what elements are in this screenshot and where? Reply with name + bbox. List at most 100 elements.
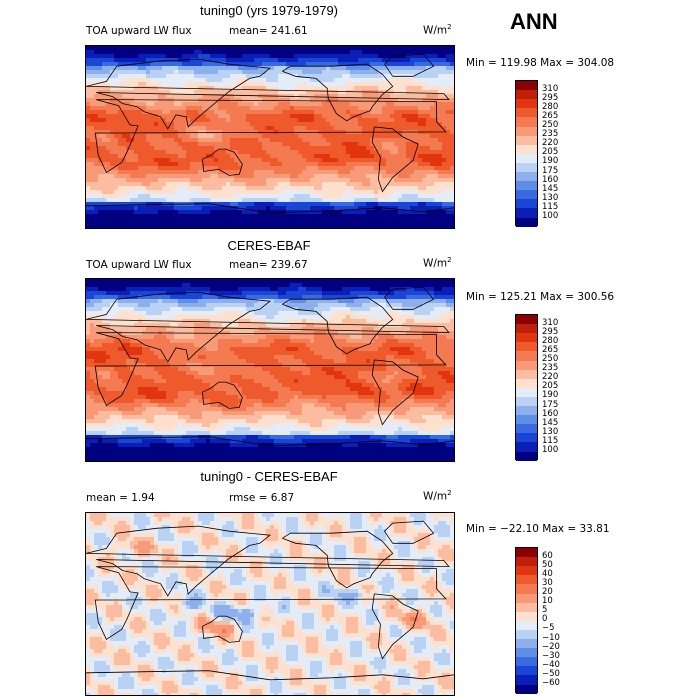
colorbar-tick-label: 250	[542, 354, 559, 364]
colorbar-swatch	[516, 557, 537, 567]
panel-3-minmax: Min = −22.10 Max = 33.81	[466, 523, 610, 535]
colorbar-swatch	[516, 548, 537, 558]
colorbar-swatch	[516, 342, 537, 352]
colorbar-tick-label: 175	[542, 399, 559, 410]
colorbar-swatch	[516, 611, 537, 622]
colorbar-tick-label: 280	[542, 101, 559, 112]
colorbar-swatch	[516, 351, 537, 361]
coastline	[202, 615, 243, 643]
colorbar-swatch	[516, 648, 537, 658]
colorbar-tick-label: 5	[542, 605, 548, 616]
colorbar-swatch	[516, 360, 537, 371]
colorbar-tick-label: 145	[542, 183, 559, 194]
map-field-svg	[86, 513, 454, 695]
colorbar-tick-label: −50	[542, 668, 560, 679]
coastline	[282, 530, 394, 589]
colorbar-swatch	[516, 199, 537, 209]
colorbar-swatch	[516, 369, 537, 380]
colorbar-tick-label: 160	[542, 174, 559, 185]
coastline	[202, 381, 243, 409]
colorbar-swatch	[516, 324, 537, 334]
coastline	[282, 296, 394, 355]
colorbar-tick-label: 265	[542, 110, 559, 121]
coastline	[86, 203, 454, 214]
colorbar-tick-label: 60	[542, 550, 553, 561]
colorbar-swatch	[516, 208, 537, 218]
colorbar-swatch	[516, 657, 537, 667]
colorbar-swatch	[516, 424, 537, 434]
colorbar-swatch	[516, 172, 537, 182]
colorbar-tick-label: 130	[542, 192, 559, 203]
coastline	[86, 670, 454, 681]
colorbar-tick-label: −30	[542, 650, 560, 661]
colorbar-swatch	[516, 81, 537, 91]
colorbar-swatch	[516, 433, 537, 443]
colorbar-swatch	[516, 639, 537, 649]
colorbar-swatch	[516, 117, 537, 127]
colorbar-swatch	[516, 190, 537, 200]
colorbar-tick-label: 205	[542, 381, 559, 392]
map-field-svg	[86, 279, 454, 461]
colorbar-swatch	[516, 126, 537, 137]
panel-1-field-label: TOA upward LW flux	[86, 25, 192, 37]
colorbar-swatch	[516, 620, 537, 631]
colorbar-swatch	[516, 135, 537, 146]
colorbar-tick-label: −5	[542, 623, 555, 634]
colorbar-swatch	[516, 217, 537, 228]
colorbar-swatch	[516, 378, 537, 389]
colorbar-tick-label: 40	[542, 568, 553, 579]
colorbar-tick-label: 235	[542, 129, 559, 140]
colorbar-tick-label: 220	[542, 372, 559, 383]
coastline	[86, 291, 450, 363]
colorbar-swatch	[516, 415, 537, 425]
colorbar-tick-label: 30	[542, 577, 553, 588]
coastline	[383, 520, 435, 544]
coastline	[383, 53, 435, 77]
colorbar-swatch	[516, 666, 537, 676]
panel-2-minmax: Min = 125.21 Max = 300.56	[466, 291, 615, 303]
panel-2-map	[85, 278, 455, 462]
panel-2-mean: mean= 239.67	[229, 259, 308, 271]
colorbar-swatch	[516, 387, 537, 398]
coastline	[94, 566, 447, 640]
coastline	[86, 58, 450, 130]
colorbar-tick-label: −10	[542, 632, 560, 643]
colorbar-tick-label: 10	[542, 596, 553, 607]
coastline	[94, 332, 447, 406]
colorbar-swatch	[516, 315, 537, 325]
colorbar-swatch	[516, 333, 537, 343]
colorbar-tick-label: 190	[542, 390, 559, 401]
colorbar-tick-label: 235	[542, 363, 559, 374]
panel-1-mean: mean= 241.61	[229, 25, 308, 37]
colorbar-swatches	[515, 314, 538, 462]
colorbar-swatch	[516, 442, 537, 452]
panel-3-units: W/m2	[423, 489, 452, 503]
panel-3-rmse: rmse = 6.87	[229, 492, 295, 504]
colorbar-swatch	[516, 593, 537, 604]
colorbar-tick-label: 310	[542, 83, 559, 94]
colorbar-swatch	[516, 108, 537, 118]
season-label: ANN	[510, 9, 558, 34]
colorbar-swatch	[516, 584, 537, 594]
colorbar-tick-label: 175	[542, 165, 559, 176]
colorbar-tick-label: 115	[542, 435, 559, 446]
coastline	[94, 99, 447, 173]
colorbar-swatch	[516, 90, 537, 100]
colorbar-swatch	[516, 629, 537, 640]
colorbar-swatches	[515, 547, 538, 695]
colorbar-swatch	[516, 162, 537, 173]
colorbar-tick-label: 295	[542, 92, 559, 103]
colorbar-tick-label: 160	[542, 408, 559, 419]
colorbar-swatch	[516, 406, 537, 416]
colorbar-swatch	[516, 144, 537, 155]
colorbar-tick-label: 310	[542, 317, 559, 328]
panel-3-map	[85, 512, 455, 696]
panel-2-title: CERES-EBAF	[227, 238, 311, 253]
colorbar-tick-label: 190	[542, 156, 559, 167]
colorbar-tick-label: 250	[542, 120, 559, 130]
colorbar-swatch	[516, 566, 537, 576]
colorbar-tick-label: 295	[542, 326, 559, 337]
colorbar-tick-label: 205	[542, 147, 559, 158]
colorbar-swatch	[516, 602, 537, 613]
colorbar-tick-label: −60	[542, 678, 560, 688]
